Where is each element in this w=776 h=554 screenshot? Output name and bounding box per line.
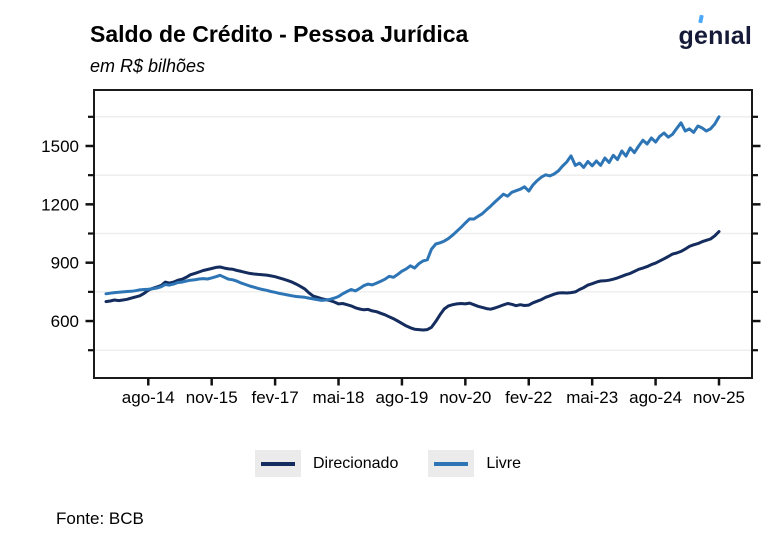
- genial-logo: g enıal: [678, 14, 752, 51]
- legend-swatch-direcionado: [254, 450, 301, 477]
- legend: Direcionado Livre: [0, 450, 776, 477]
- x-tick-label: ago-24: [629, 388, 682, 407]
- series-line-livre: [104, 115, 721, 302]
- logo-text-after: nıal: [708, 22, 752, 50]
- x-tick-label: mai-23: [566, 388, 618, 407]
- y-tick-label: 1200: [41, 195, 79, 214]
- source-note: Fonte: BCB: [56, 509, 144, 528]
- y-tick-label: 1500: [41, 137, 79, 156]
- plot-area: 600 900 1200 1500 ago-14 nov-15 fev-17 mai-18 ag…: [41, 89, 761, 407]
- series-line-direcionado: [104, 230, 721, 332]
- y-tick-label: 900: [51, 254, 79, 273]
- legend-item-livre: Livre: [428, 450, 521, 477]
- x-tick-label: nov-20: [439, 388, 491, 407]
- logo-accent-letter: e: [694, 14, 708, 51]
- chart-subtitle: em R$ bilhões: [90, 56, 206, 76]
- x-tick-label: nov-15: [186, 388, 238, 407]
- legend-line-livre: [434, 461, 469, 466]
- legend-line-direcionado: [260, 461, 295, 466]
- legend-item-direcionado: Direcionado: [254, 450, 399, 477]
- legend-swatch-livre: [428, 450, 475, 477]
- logo-text-before: g: [678, 22, 695, 50]
- plot-svg: 600 900 1200 1500 ago-14 nov-15 fev-17 mai-18 ag…: [41, 89, 761, 407]
- legend-label-direcionado: Direcionado: [312, 454, 399, 472]
- x-tick-label: fev-22: [505, 388, 552, 407]
- x-tick-label: nov-25: [693, 388, 745, 407]
- x-tick-label: mai-18: [313, 388, 365, 407]
- chart-title: Saldo de Crédito - Pessoa Jurídica: [90, 21, 469, 47]
- x-tick-label: ago-14: [122, 388, 175, 407]
- y-tick-label: 600: [51, 312, 79, 331]
- x-tick-label: fev-17: [251, 388, 298, 407]
- x-tick-label: ago-19: [375, 388, 428, 407]
- legend-label-livre: Livre: [486, 454, 522, 472]
